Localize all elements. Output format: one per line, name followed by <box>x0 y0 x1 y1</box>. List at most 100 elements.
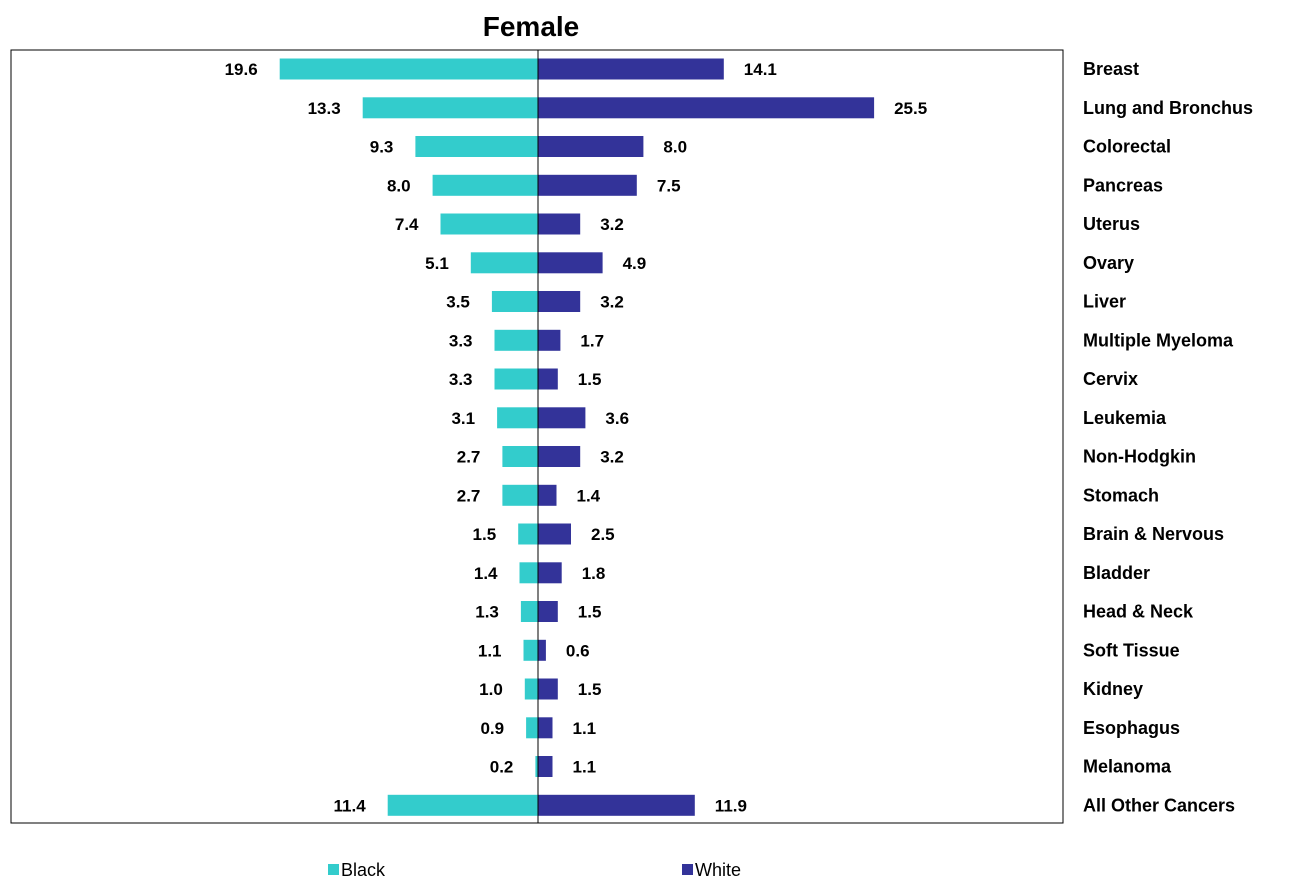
data-label-black: 8.0 <box>387 176 411 195</box>
bar-white <box>538 484 557 506</box>
category-label: Lung and Bronchus <box>1083 98 1253 118</box>
data-label-black: 2.7 <box>457 448 481 467</box>
bar-white <box>538 136 644 157</box>
data-label-white: 14.1 <box>744 60 777 79</box>
category-label: Cervix <box>1083 369 1138 389</box>
bar-white <box>538 58 724 80</box>
category-label: Multiple Myeloma <box>1083 330 1234 350</box>
bar-black <box>279 58 538 80</box>
bar-black <box>491 291 538 312</box>
category-label: Brain & Nervous <box>1083 524 1224 544</box>
data-label-black: 1.0 <box>479 680 503 699</box>
bars-layer <box>279 58 875 816</box>
bar-black <box>440 213 538 235</box>
data-label-white: 3.2 <box>600 293 624 312</box>
legend: Black White <box>328 860 741 880</box>
bar-black <box>432 174 538 196</box>
legend-swatch-white <box>682 864 693 875</box>
labels-layer: 19.6 14.1 Breast 13.3 25.5 Lung and Bronchus 9… <box>225 59 1253 815</box>
data-label-white: 3.2 <box>600 448 624 467</box>
data-label-white: 11.9 <box>715 796 747 815</box>
bar-white <box>538 562 562 584</box>
bar-black <box>524 678 538 700</box>
data-label-black: 3.1 <box>451 409 475 428</box>
bar-black <box>502 484 538 506</box>
legend-swatch-black <box>328 864 339 875</box>
bar-white <box>538 794 695 816</box>
data-label-white: 0.6 <box>566 641 590 660</box>
data-label-black: 1.5 <box>473 525 497 544</box>
bar-white <box>538 291 581 312</box>
bar-white <box>538 97 875 119</box>
data-label-white: 3.6 <box>605 409 629 428</box>
data-label-black: 0.9 <box>480 719 504 738</box>
bar-black <box>494 329 538 351</box>
bar-white <box>538 717 553 739</box>
data-label-black: 2.7 <box>457 486 481 505</box>
category-label: All Other Cancers <box>1083 795 1235 815</box>
bar-white <box>538 252 603 274</box>
data-label-black: 19.6 <box>225 60 258 79</box>
category-label: Pancreas <box>1083 175 1163 195</box>
bar-black <box>387 794 538 816</box>
category-label: Esophagus <box>1083 718 1180 738</box>
data-label-white: 1.5 <box>578 680 602 699</box>
data-label-black: 1.4 <box>474 564 498 583</box>
bar-white <box>538 601 558 622</box>
category-label: Stomach <box>1083 485 1159 505</box>
bar-black <box>415 136 538 157</box>
data-label-white: 8.0 <box>663 138 687 157</box>
data-label-black: 3.3 <box>449 370 473 389</box>
data-label-black: 9.3 <box>370 138 394 157</box>
data-label-white: 1.1 <box>573 719 597 738</box>
bar-white <box>538 639 546 661</box>
category-label: Melanoma <box>1083 757 1172 777</box>
legend-label-white: White <box>695 860 741 880</box>
bar-white <box>538 368 558 390</box>
data-label-white: 7.5 <box>657 176 681 195</box>
data-label-white: 1.8 <box>582 564 606 583</box>
data-label-black: 0.2 <box>490 758 514 777</box>
bar-black <box>526 717 538 739</box>
bar-black <box>362 97 538 119</box>
data-label-black: 5.1 <box>425 254 449 273</box>
data-label-white: 4.9 <box>623 254 647 273</box>
category-label: Soft Tissue <box>1083 640 1180 660</box>
data-label-black: 7.4 <box>395 215 419 234</box>
bar-white <box>538 523 571 545</box>
category-label: Colorectal <box>1083 137 1171 157</box>
data-label-white: 2.5 <box>591 525 615 544</box>
bar-white <box>538 213 581 235</box>
category-label: Bladder <box>1083 563 1150 583</box>
data-label-black: 1.3 <box>475 603 499 622</box>
plot-frame <box>10 49 1064 824</box>
category-label: Kidney <box>1083 679 1143 699</box>
category-label: Head & Neck <box>1083 602 1194 622</box>
data-label-white: 25.5 <box>894 99 927 118</box>
data-label-white: 3.2 <box>600 215 624 234</box>
data-label-black: 3.5 <box>446 293 470 312</box>
bar-black <box>523 639 538 661</box>
data-label-white: 1.5 <box>578 603 602 622</box>
bar-black <box>535 756 538 777</box>
category-label: Non-Hodgkin <box>1083 447 1196 467</box>
data-label-black: 11.4 <box>334 796 367 815</box>
bar-black <box>470 252 538 274</box>
bar-white <box>538 174 637 196</box>
bar-black <box>497 407 538 429</box>
bar-black <box>519 562 538 584</box>
data-label-white: 1.4 <box>577 486 601 505</box>
bar-white <box>538 446 581 467</box>
bar-black <box>520 601 538 622</box>
chart-title: Female <box>483 11 580 42</box>
data-label-white: 1.1 <box>573 758 597 777</box>
bar-black <box>494 368 538 390</box>
category-label: Leukemia <box>1083 408 1167 428</box>
data-label-black: 13.3 <box>308 99 341 118</box>
bar-white <box>538 678 558 700</box>
bar-black <box>502 446 538 467</box>
category-label: Breast <box>1083 59 1139 79</box>
data-label-black: 3.3 <box>449 331 473 350</box>
